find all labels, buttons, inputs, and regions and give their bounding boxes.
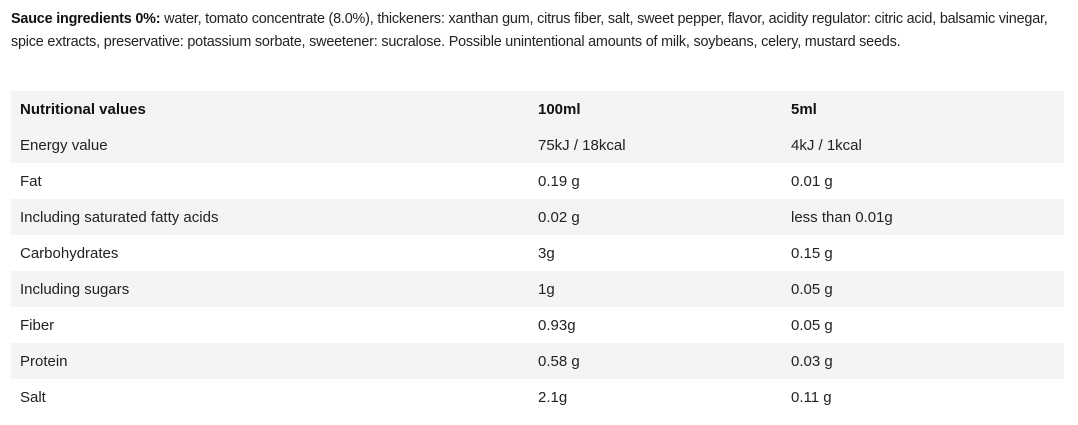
table-cell: less than 0.01g (791, 208, 893, 226)
table-cell: Including sugars (20, 280, 130, 298)
table-cell: Including saturated fatty acids (20, 208, 219, 226)
table-row: Energy value 75kJ / 18kcal 4kJ / 1kcal (11, 127, 1064, 163)
table-row: Salt 2.1g 0.11 g (11, 379, 1064, 415)
table-cell: Energy value (20, 136, 108, 154)
table-row: Carbohydrates 3g 0.15 g (11, 235, 1064, 271)
ingredients-text: water, tomato concentrate (8.0%), thicke… (11, 11, 1048, 50)
table-cell: Fat (20, 172, 42, 190)
table-cell: 0.05 g (791, 316, 833, 334)
table-cell: 0.03 g (791, 352, 833, 370)
table-cell: 2.1g (538, 388, 568, 406)
table-cell: 0.93g (538, 316, 576, 334)
header-cell: 5ml (791, 100, 817, 118)
table-cell: Protein (20, 352, 68, 370)
table-row: Fiber 0.93g 0.05 g (11, 307, 1064, 343)
table-cell: 3g (538, 244, 555, 262)
table-body: Energy value 75kJ / 18kcal 4kJ / 1kcal Fat 0… (11, 127, 1064, 415)
table-cell: 1g (538, 280, 555, 298)
table-cell: Salt (20, 388, 46, 406)
table-row: Including sugars 1g 0.05 g (11, 271, 1064, 307)
table-row: Including saturated fatty acids 0.02 g les… (11, 199, 1064, 235)
header-cell: 100ml (538, 100, 581, 118)
header-cell: Nutritional values (20, 100, 146, 118)
table-cell: Carbohydrates (20, 244, 119, 262)
header-row: Nutritional values 100ml 5ml (11, 91, 1064, 127)
table-cell: 0.02 g (538, 208, 580, 226)
table-cell: 0.58 g (538, 352, 580, 370)
ingredients-label: Sauce ingredients 0%: (11, 11, 161, 27)
table-cell: 0.19 g (538, 172, 580, 190)
ingredients: Sauce ingredients 0%: water, tomato conc… (11, 8, 1069, 54)
table-row: Protein 0.58 g 0.03 g (11, 343, 1064, 379)
nutrition-table: Nutritional values 100ml 5ml Energy value 7… (11, 91, 1064, 415)
table-cell: 0.11 g (791, 388, 832, 406)
table-cell: 0.15 g (791, 244, 833, 262)
table-cell: 0.05 g (791, 280, 833, 298)
table-row: Fat 0.19 g 0.01 g (11, 163, 1064, 199)
table-cell: Fiber (20, 316, 55, 334)
table-cell: 4kJ / 1kcal (791, 136, 862, 154)
table-cell: 0.01 g (791, 172, 833, 190)
table-cell: 75kJ / 18kcal (538, 136, 626, 154)
